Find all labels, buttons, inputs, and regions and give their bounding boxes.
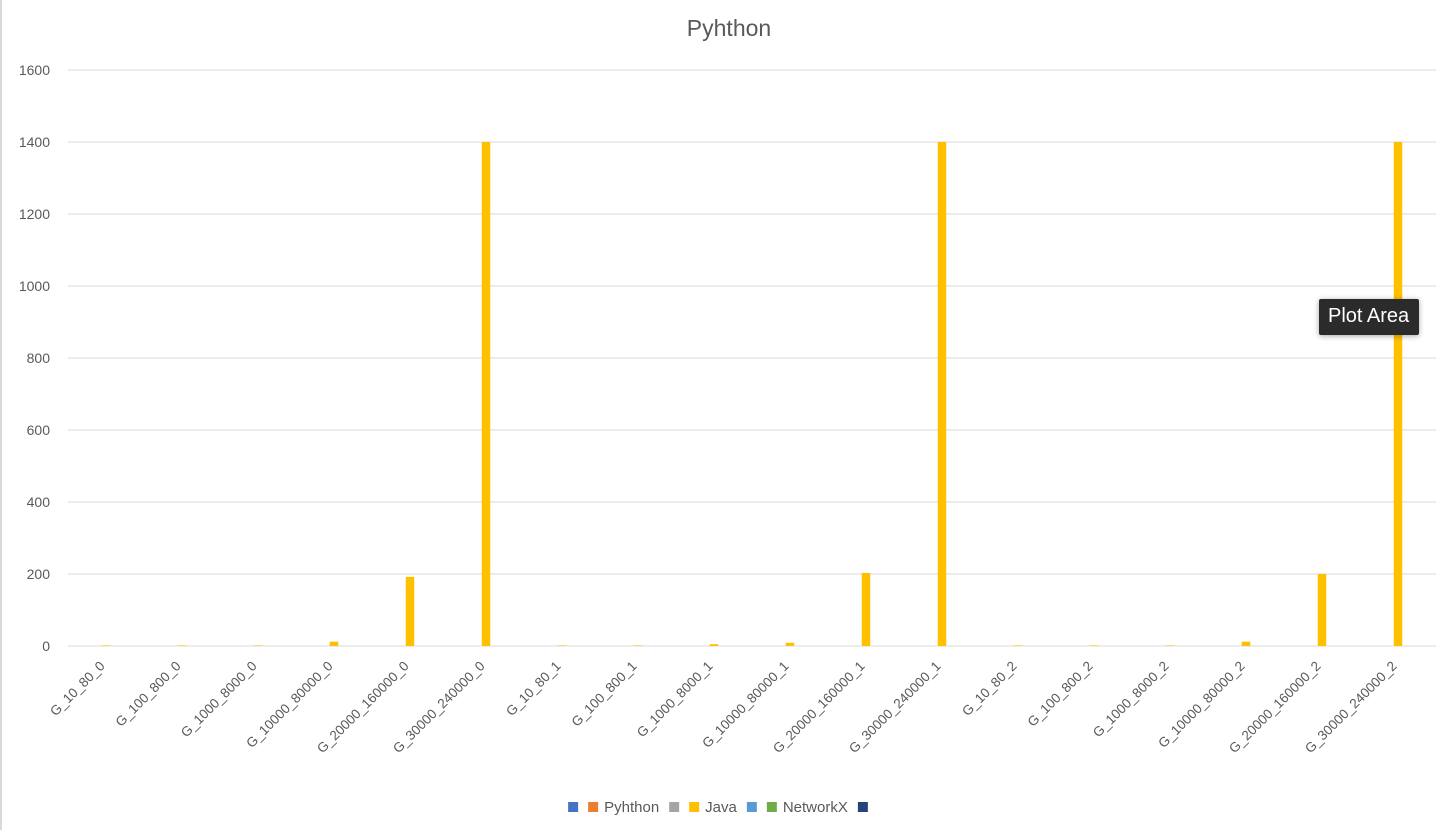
legend-item[interactable] (568, 802, 579, 812)
y-tick-label: 800 (27, 350, 51, 366)
bar-java[interactable] (253, 645, 263, 646)
x-tick-label: G_10_80_1 (503, 658, 564, 719)
legend-item[interactable]: Java (689, 799, 738, 816)
bar-java[interactable] (1013, 645, 1023, 646)
y-axis-tick-labels: 0 200 400 600 800 1000 1200 1400 1600 (19, 62, 50, 654)
bar-java[interactable] (329, 641, 339, 646)
x-tick-label: G_1000_8000_1 (634, 658, 716, 740)
y-tick-label: 1400 (19, 134, 50, 150)
legend-item[interactable] (857, 802, 868, 812)
bar-java[interactable] (481, 142, 491, 646)
legend-item[interactable]: Pyhthon (588, 799, 659, 816)
legend-swatch (568, 802, 579, 812)
legend-label: Java (705, 799, 737, 816)
x-axis-tick-labels: G_10_80_0 G_100_800_0G_1000_8000_0G_10000… (47, 658, 1400, 756)
bar-java[interactable] (1089, 645, 1099, 646)
bar-java[interactable] (405, 576, 415, 646)
x-tick-label: G_1000_8000_2 (1090, 658, 1172, 740)
y-tick-label: 0 (42, 638, 50, 654)
x-tick-label: G_10_80_2 (959, 658, 1020, 719)
legend-swatch (689, 802, 700, 812)
bar-java[interactable] (177, 645, 187, 646)
chart-title[interactable]: Pyhthon (687, 15, 771, 41)
x-tick-label: G_100_800_0 (113, 658, 184, 729)
bar-java[interactable] (1393, 142, 1403, 646)
bar-java[interactable] (1241, 641, 1251, 646)
legend-swatch (766, 802, 777, 812)
y-tick-label: 1200 (19, 206, 50, 222)
legend-swatch (857, 802, 868, 812)
plot-area-tooltip: Plot Area (1319, 299, 1420, 335)
y-tick-label: 200 (27, 566, 51, 582)
x-tick-label: G_10_80_0 (47, 658, 108, 719)
plot-area[interactable] (101, 142, 1403, 646)
legend[interactable]: Pyhthon Java NetworkX (568, 799, 868, 816)
legend-item[interactable] (669, 802, 680, 812)
y-tick-label: 1600 (19, 62, 50, 78)
legend-item[interactable] (746, 802, 757, 812)
y-tick-label: 400 (27, 494, 51, 510)
legend-label: Pyhthon (604, 799, 659, 816)
bar-java[interactable] (1165, 645, 1175, 646)
bar-java[interactable] (557, 645, 567, 646)
bar-java[interactable] (1317, 574, 1327, 646)
legend-swatch (588, 802, 599, 812)
legend-swatch (669, 802, 680, 812)
bar-java[interactable] (937, 142, 947, 646)
window-edge (0, 0, 2, 830)
bar-java[interactable] (101, 645, 111, 646)
x-tick-label: G_1000_8000_0 (178, 658, 260, 740)
legend-swatch (746, 802, 757, 812)
y-tick-label: 600 (27, 422, 51, 438)
x-tick-label: G_100_800_2 (1025, 658, 1096, 729)
gridlines (68, 69, 1436, 647)
bar-java[interactable] (709, 644, 719, 646)
y-tick-label: 1000 (19, 278, 50, 294)
legend-item[interactable]: NetworkX (766, 799, 848, 816)
bar-java[interactable] (785, 642, 795, 646)
legend-label: NetworkX (783, 799, 848, 816)
bar-java[interactable] (861, 572, 871, 646)
bar-java[interactable] (633, 645, 643, 646)
x-tick-label: G_100_800_1 (569, 658, 640, 729)
